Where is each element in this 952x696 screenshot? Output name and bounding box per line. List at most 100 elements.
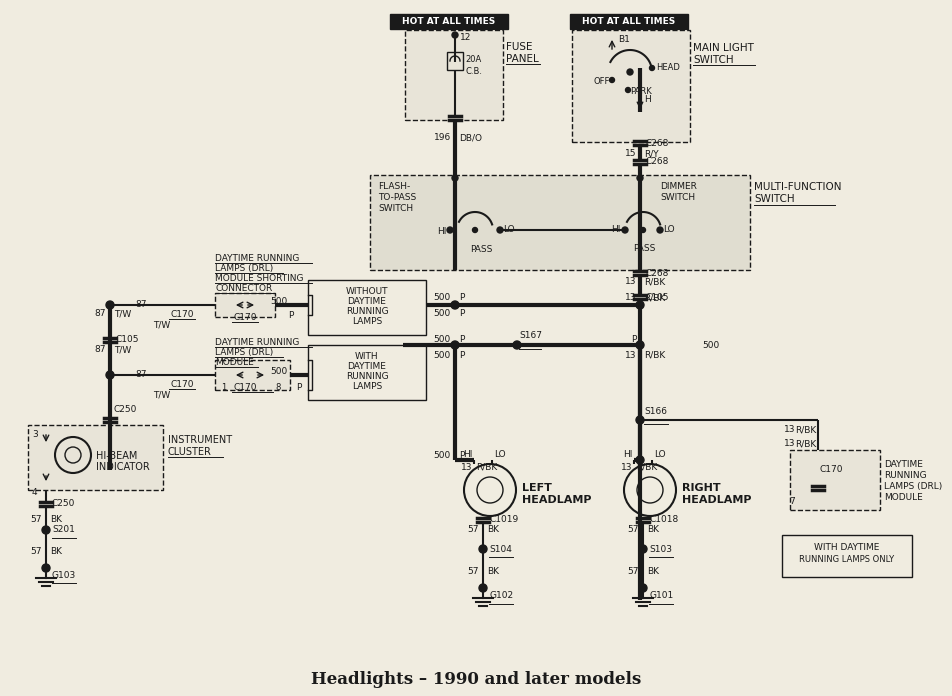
Bar (370, 175, 750, 270)
Text: BK: BK (647, 567, 659, 576)
Text: DIMMER: DIMMER (660, 182, 697, 191)
Text: MAIN LIGHT: MAIN LIGHT (693, 43, 754, 53)
Text: 13: 13 (621, 463, 632, 471)
Text: LAMPS (DRL): LAMPS (DRL) (215, 264, 273, 273)
Text: LAMPS: LAMPS (352, 382, 382, 391)
Circle shape (657, 227, 663, 233)
Text: HI-BEAM: HI-BEAM (96, 451, 137, 461)
Circle shape (641, 228, 645, 232)
Text: 196: 196 (434, 134, 451, 143)
Text: DAYTIME: DAYTIME (347, 297, 387, 306)
Text: C105: C105 (646, 292, 669, 301)
Bar (405, 30, 503, 120)
Text: R/Y: R/Y (644, 150, 659, 159)
Text: C1018: C1018 (649, 516, 678, 525)
Text: HI: HI (611, 226, 621, 235)
Text: 57: 57 (30, 548, 42, 557)
Text: RUNNING: RUNNING (346, 372, 388, 381)
Text: T/W: T/W (153, 321, 170, 330)
Circle shape (479, 584, 487, 592)
Text: 500: 500 (270, 367, 288, 377)
Text: DAYTIME: DAYTIME (347, 362, 387, 371)
Text: 57: 57 (627, 525, 639, 535)
Text: WITH: WITH (355, 352, 379, 361)
Text: HEAD: HEAD (656, 63, 680, 72)
Text: TO-PASS: TO-PASS (378, 193, 416, 202)
Text: 13: 13 (625, 351, 636, 360)
Text: 12: 12 (460, 33, 471, 42)
Text: DAYTIME RUNNING: DAYTIME RUNNING (215, 254, 299, 263)
Text: C268: C268 (646, 157, 669, 166)
Text: WITH DAYTIME: WITH DAYTIME (814, 543, 880, 552)
Text: C170: C170 (170, 380, 194, 389)
Text: 13: 13 (783, 425, 795, 434)
Text: INDICATOR: INDICATOR (96, 462, 149, 472)
Text: C170: C170 (233, 383, 257, 392)
Text: 87: 87 (135, 300, 147, 309)
Text: 7: 7 (789, 498, 795, 507)
Text: C170: C170 (820, 466, 843, 475)
Text: FUSE: FUSE (506, 42, 532, 52)
Text: SWITCH: SWITCH (660, 193, 695, 202)
Circle shape (627, 69, 633, 75)
Text: 15: 15 (625, 150, 636, 159)
Text: S166: S166 (644, 407, 667, 416)
Text: MODULE SHORTING: MODULE SHORTING (215, 274, 304, 283)
Text: LO: LO (654, 450, 665, 459)
Text: HOT AT ALL TIMES: HOT AT ALL TIMES (403, 17, 496, 26)
Text: 500: 500 (270, 297, 288, 306)
Text: BK: BK (647, 525, 659, 535)
Text: P: P (459, 351, 465, 360)
Text: C268: C268 (646, 269, 669, 278)
Text: R/BK: R/BK (644, 278, 665, 287)
Text: SWITCH: SWITCH (754, 194, 795, 204)
Bar (215, 360, 290, 390)
Text: DAYTIME: DAYTIME (884, 460, 922, 469)
Bar (390, 14, 508, 29)
Text: S201: S201 (52, 525, 75, 535)
Bar (782, 535, 912, 577)
Text: MODULE: MODULE (884, 493, 922, 502)
Text: CLUSTER: CLUSTER (168, 447, 212, 457)
Text: C.B.: C.B. (465, 68, 482, 77)
Bar (28, 425, 163, 490)
Text: BK: BK (50, 548, 62, 557)
Bar (790, 450, 880, 510)
Text: LEFT: LEFT (522, 483, 552, 493)
Text: 500: 500 (434, 351, 451, 360)
Text: P: P (288, 311, 293, 320)
Text: HEADLAMP: HEADLAMP (522, 495, 591, 505)
Text: G102: G102 (489, 592, 513, 601)
Text: 57: 57 (467, 525, 479, 535)
Text: OFF: OFF (594, 77, 610, 86)
Bar (215, 293, 275, 317)
Text: C1019: C1019 (489, 516, 518, 525)
Text: C268: C268 (646, 139, 669, 148)
Text: 20A: 20A (465, 56, 482, 65)
Circle shape (636, 416, 644, 424)
Text: HEADLAMP: HEADLAMP (682, 495, 751, 505)
Text: LAMPS: LAMPS (352, 317, 382, 326)
Text: BK: BK (50, 516, 62, 525)
Text: 13: 13 (461, 463, 472, 471)
Text: S103: S103 (649, 544, 672, 553)
Circle shape (106, 301, 114, 309)
Text: 57: 57 (627, 567, 639, 576)
Circle shape (472, 228, 478, 232)
Text: MODULE: MODULE (215, 358, 254, 367)
Circle shape (497, 227, 503, 233)
Bar (308, 280, 426, 335)
Text: LO: LO (494, 450, 506, 459)
Text: BK: BK (487, 567, 499, 576)
Text: HI: HI (437, 227, 446, 236)
Text: BK: BK (487, 525, 499, 535)
Text: C250: C250 (114, 406, 137, 415)
Text: 13: 13 (625, 278, 636, 287)
Text: R/BK: R/BK (476, 463, 497, 471)
Text: RUNNING LAMPS ONLY: RUNNING LAMPS ONLY (800, 555, 895, 564)
Text: 500: 500 (434, 308, 451, 317)
Text: T/W: T/W (114, 310, 131, 319)
Text: 13: 13 (625, 294, 636, 303)
Bar (570, 14, 688, 29)
Text: P: P (459, 452, 465, 461)
